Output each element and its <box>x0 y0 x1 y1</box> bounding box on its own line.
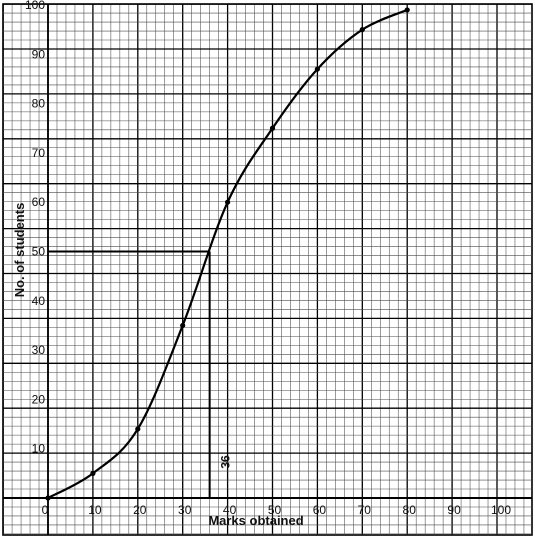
median-guide-lines <box>48 250 211 498</box>
data-point <box>90 470 96 476</box>
x-tick-label: 20 <box>133 503 147 517</box>
y-tick-label: 100 <box>25 0 45 12</box>
y-tick-label: 50 <box>32 245 46 259</box>
y-tick-label: 60 <box>32 195 46 209</box>
y-tick-labels: 10 20 30 40 50 60 70 80 90 100 <box>25 0 45 456</box>
gridlines <box>2 3 533 536</box>
data-point <box>359 27 365 33</box>
data-point <box>135 426 141 432</box>
y-tick-label: 30 <box>32 343 46 357</box>
y-tick-label: 70 <box>32 146 46 160</box>
x-tick-label: 100 <box>491 503 511 517</box>
data-point <box>314 66 320 72</box>
median-annotation: 36 <box>219 455 233 469</box>
cumulative-frequency-curve <box>47 8 408 499</box>
axis-labels: Marks obtained No. of students 36 <box>12 203 304 528</box>
y-tick-label: 90 <box>32 47 46 61</box>
x-tick-labels: 0 10 20 30 40 50 60 70 80 90 100 <box>42 503 512 517</box>
x-tick-label: 50 <box>268 503 282 517</box>
data-point <box>269 125 276 131</box>
y-tick-label: 40 <box>32 294 46 308</box>
ogive-line <box>47 8 408 499</box>
y-tick-label: 10 <box>32 442 46 456</box>
x-tick-label: 30 <box>178 503 192 517</box>
x-tick-label: 90 <box>447 503 461 517</box>
x-tick-label: 80 <box>403 503 417 517</box>
y-axis-title: No. of students <box>12 203 27 298</box>
x-tick-label: 10 <box>88 503 102 517</box>
x-tick-label: 70 <box>358 503 372 517</box>
x-tick-label: 60 <box>313 503 327 517</box>
x-tick-label: 40 <box>223 503 237 517</box>
y-tick-label: 80 <box>32 97 46 111</box>
y-tick-label: 20 <box>32 392 46 406</box>
data-point <box>225 199 231 205</box>
data-point <box>180 322 186 329</box>
x-axis-title: Marks obtained <box>208 513 303 528</box>
data-point <box>404 7 410 13</box>
x-tick-label: 0 <box>42 503 49 517</box>
data-point <box>45 495 51 501</box>
data-points <box>45 7 410 501</box>
